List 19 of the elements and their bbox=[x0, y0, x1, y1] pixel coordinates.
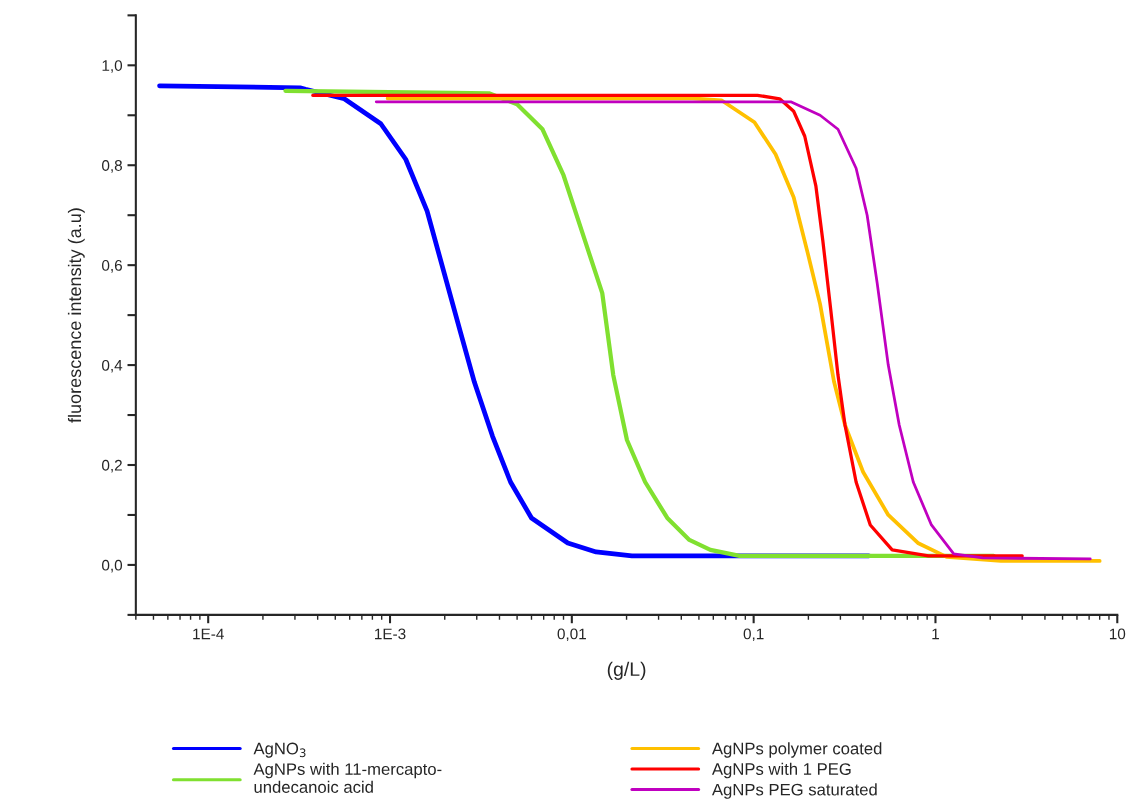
legend-label: AgNPs with 1 PEG bbox=[711, 762, 851, 779]
x-tick-label: 1E-4 bbox=[193, 628, 224, 640]
y-tick-label: 0,4 bbox=[102, 359, 123, 373]
y-tick-label: 0,8 bbox=[102, 160, 122, 173]
y-tick-label: 0,0 bbox=[102, 559, 123, 573]
x-tick-label: 1E-3 bbox=[375, 628, 406, 640]
x-tick-label: 0,1 bbox=[743, 628, 764, 642]
legend-label: AgNPs with 11-mercapto- undecanoic acid bbox=[253, 762, 442, 793]
x-tick-label: 1 bbox=[932, 628, 939, 640]
legend-label: AgNPs polymer coated bbox=[711, 742, 882, 758]
y-tick-label: 0,2 bbox=[102, 459, 122, 473]
y-tick-label: 1,0 bbox=[102, 60, 123, 73]
legend-label: AgNPs PEG saturated bbox=[711, 783, 877, 799]
legend-label: AgNO$_{3}$ bbox=[253, 742, 306, 758]
x-tick-label: 10 bbox=[1109, 628, 1126, 640]
y-tick-label: 0,6 bbox=[102, 260, 122, 273]
y-axis-title: fluorescence intensity (a.u) bbox=[67, 208, 85, 423]
x-tick-label: 0,01 bbox=[557, 628, 586, 642]
x-axis-title: (g/L) bbox=[607, 661, 646, 680]
